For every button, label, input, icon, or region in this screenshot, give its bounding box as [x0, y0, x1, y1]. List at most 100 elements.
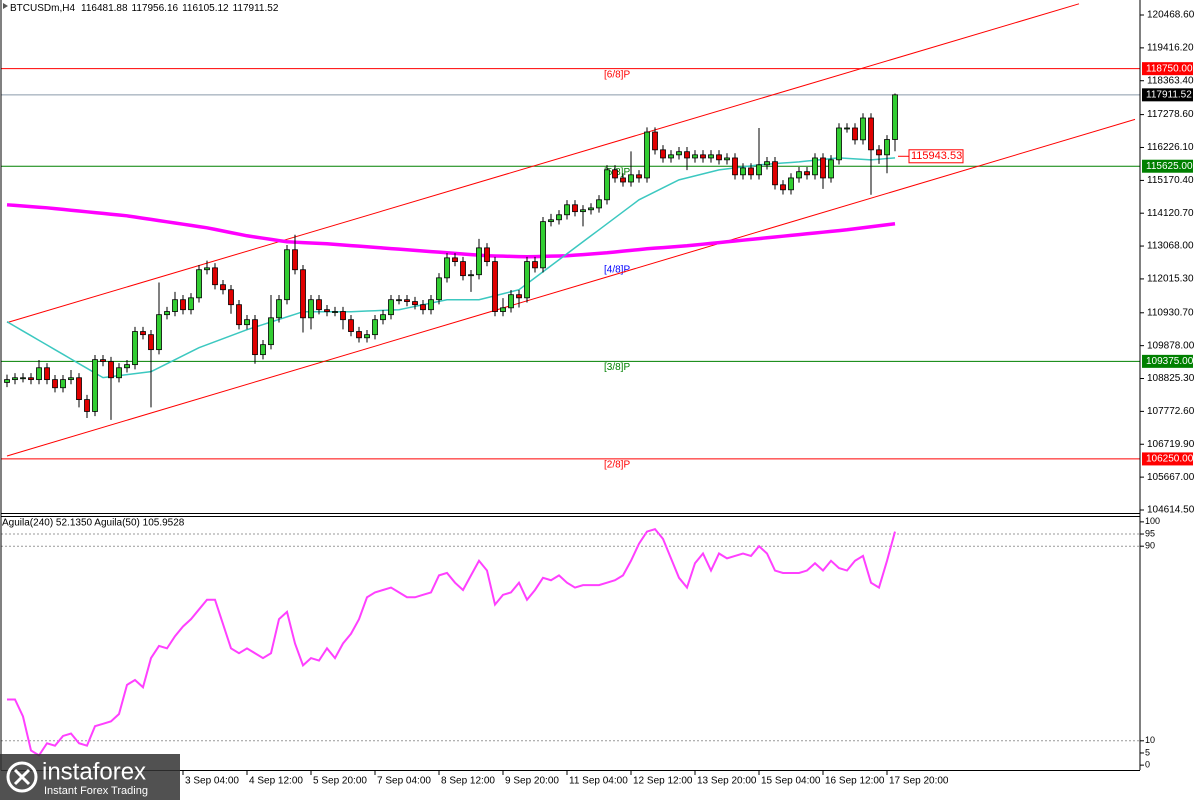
candle-body: [68, 377, 74, 381]
candle-body: [588, 207, 594, 211]
x-tick-label: 15 Sep 04:00: [761, 776, 821, 787]
candle-body: [116, 367, 122, 379]
murrey-label: [2/8]P: [604, 460, 630, 471]
oscillator-title: Aguila(240) 52.1350 Aguila(50) 105.9528: [2, 518, 185, 529]
candle-body: [124, 364, 130, 369]
candle-body: [428, 299, 434, 311]
candle-body: [292, 249, 298, 271]
candle-body: [212, 267, 218, 286]
candle-body: [36, 367, 42, 381]
candle-body: [252, 319, 258, 356]
candle-body: [364, 334, 370, 339]
candle-body: [604, 169, 610, 201]
candle-body: [492, 261, 498, 312]
candle-body: [772, 161, 778, 186]
y-tick-label: 118363.40: [1147, 75, 1194, 86]
candle-body: [820, 157, 826, 179]
candle-body: [596, 199, 602, 209]
candle-body: [316, 299, 322, 311]
candle-body: [180, 299, 186, 311]
candle-body: [532, 261, 538, 269]
price-label: 117911.52: [1146, 89, 1192, 100]
candle-body: [268, 317, 274, 346]
candle-body: [684, 151, 690, 159]
candle-body: [700, 154, 706, 159]
level-box: [1142, 62, 1193, 76]
x-tick-label: 16 Sep 12:00: [825, 776, 885, 787]
candle-body: [748, 167, 754, 176]
level-box: [1142, 452, 1193, 466]
y-tick-label: 104614.50: [1147, 505, 1195, 516]
candle-body: [724, 157, 730, 161]
candle-body: [572, 204, 578, 213]
candle-body: [676, 151, 682, 156]
candle-body: [324, 309, 330, 312]
candle-body: [28, 377, 34, 381]
candle-body: [708, 154, 714, 159]
candle-body: [500, 307, 506, 312]
level-label: 109375.00: [1146, 356, 1194, 367]
x-tick-label: 11 Sep 04:00: [569, 776, 628, 787]
candle-body: [284, 249, 290, 301]
candle-body: [740, 167, 746, 176]
x-tick-label: 7 Sep 04:00: [377, 776, 431, 787]
logo-icon: [13, 768, 31, 786]
candle-body: [580, 209, 586, 213]
logo: instaforex Instant Forex Trading: [0, 754, 180, 800]
candle-body: [220, 284, 226, 291]
axes: 120468.60 119416.20 118363.40 117278.60 1162…: [182, 10, 1195, 787]
header-low: 116105.12: [182, 3, 229, 14]
candle-body: [620, 177, 626, 183]
candle-body: [44, 367, 50, 381]
y-tick-label: 108825.30: [1147, 373, 1195, 384]
candle-body: [508, 294, 514, 309]
candle-body: [380, 314, 386, 321]
y-tick-label: 119416.20: [1147, 42, 1194, 53]
price-box: [1142, 88, 1193, 102]
level-label: 106250.00: [1146, 454, 1194, 465]
y-tick-label: 120468.60: [1147, 10, 1195, 21]
moving-average: [6, 157, 896, 379]
level-label: 115625.00: [1146, 161, 1193, 172]
candle-body: [732, 157, 738, 176]
candle-body: [236, 304, 242, 326]
candle-body: [460, 261, 466, 277]
candle-body: [84, 399, 90, 412]
candle-body: [476, 247, 482, 276]
candle-body: [876, 149, 882, 156]
candle-body: [260, 344, 266, 356]
header-icon: [3, 3, 8, 9]
x-tick-label: 13 Sep 20:00: [697, 776, 757, 787]
murrey-label: [4/8]P: [604, 264, 630, 275]
candle-body: [244, 319, 250, 326]
candle-body: [148, 334, 154, 351]
candle-body: [76, 377, 82, 401]
header-open: 116481.88: [81, 3, 128, 14]
x-tick-label: 8 Sep 12:00: [441, 776, 495, 787]
candle-body: [396, 299, 402, 302]
marker-label: 115943.53: [911, 150, 962, 162]
candle-body: [348, 319, 354, 332]
x-tick-label: 12 Sep 12:00: [633, 776, 693, 787]
candle-body: [564, 204, 570, 216]
candle-body: [836, 127, 842, 161]
murrey-label: [6/8]P: [604, 69, 630, 80]
candle-body: [756, 164, 762, 176]
header-high: 117956.16: [132, 3, 179, 14]
candle-body: [884, 139, 890, 156]
candle-body: [668, 154, 674, 159]
y-tick-label: 5: [1145, 747, 1150, 757]
candle-body: [636, 174, 642, 179]
candle-body: [692, 154, 698, 159]
candle-body: [868, 117, 874, 151]
candle-body: [332, 311, 338, 313]
x-tick-label: 9 Sep 20:00: [505, 776, 559, 787]
chart-title: BTCUSDm,H4: [10, 3, 75, 14]
candle-body: [372, 319, 378, 336]
candle-body: [780, 184, 786, 191]
price-pane: [6/8]P[5/8]P[4/8]P[3/8]P[2/8]P: [1, 3, 1140, 471]
candle-body: [892, 94, 898, 140]
y-tick-label: 115170.40: [1147, 175, 1194, 186]
chart-header: BTCUSDm,H4 116481.88 117956.16 116105.12 117…: [10, 3, 279, 14]
